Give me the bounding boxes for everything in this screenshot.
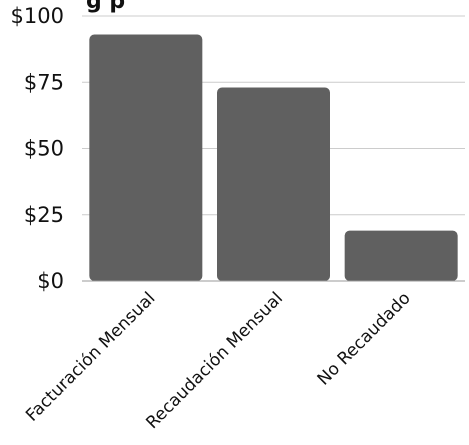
y-tick-label: $75 bbox=[24, 70, 64, 94]
bars bbox=[89, 34, 458, 281]
x-tick-label: No Recaudado bbox=[314, 288, 415, 389]
y-tick-label: $50 bbox=[24, 137, 64, 161]
y-tick-label: $100 bbox=[11, 4, 64, 28]
y-tick-label: $0 bbox=[37, 269, 64, 293]
x-tick-label: Facturación Mensual bbox=[22, 288, 159, 425]
chart-title: g p bbox=[86, 0, 125, 14]
y-tick-label: $25 bbox=[24, 203, 64, 227]
bar bbox=[217, 87, 330, 281]
bar bbox=[344, 230, 458, 281]
x-tick-label: Recaudación Mensual bbox=[142, 288, 287, 433]
y-axis-ticks: $0 $25 $50 $75 $100 bbox=[11, 4, 64, 293]
bar bbox=[89, 34, 203, 281]
